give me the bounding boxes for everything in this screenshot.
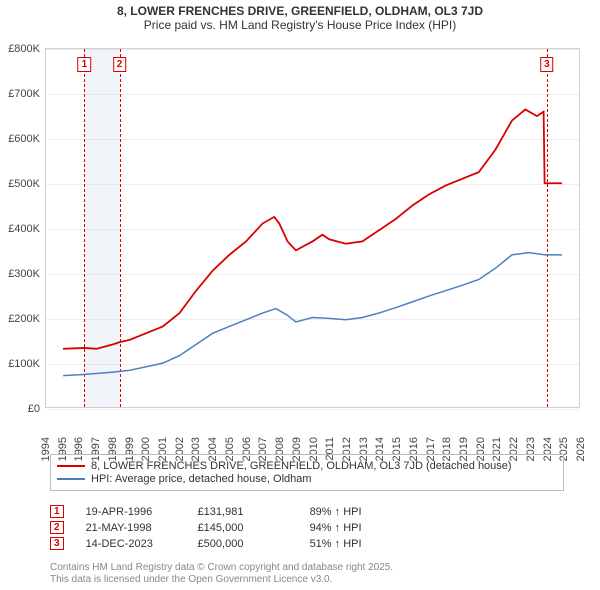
- legend-row-hpi: HPI: Average price, detached house, Oldh…: [57, 473, 557, 485]
- event-date: 19-APR-1996: [86, 506, 176, 518]
- event-pct: 51% ↑ HPI: [310, 538, 400, 550]
- title-line-2: Price paid vs. HM Land Registry's House …: [0, 18, 600, 32]
- chart-area: £0£100K£200K£300K£400K£500K£600K£700K£80…: [45, 48, 580, 408]
- footer-line-2: This data is licensed under the Open Gov…: [50, 574, 393, 586]
- series-line-property: [63, 109, 562, 348]
- title-line-1: 8, LOWER FRENCHES DRIVE, GREENFIELD, OLD…: [0, 4, 600, 18]
- x-axis-ticks: 1994199519961997199819992000200120022003…: [46, 407, 579, 449]
- chart-lines: [46, 49, 579, 407]
- y-tick-label: £800K: [0, 43, 40, 55]
- y-tick-label: £400K: [0, 223, 40, 235]
- legend-label-property: 8, LOWER FRENCHES DRIVE, GREENFIELD, OLD…: [91, 460, 512, 472]
- event-pct: 89% ↑ HPI: [310, 506, 400, 518]
- event-price: £145,000: [198, 522, 288, 534]
- event-number: 2: [50, 521, 64, 534]
- title-block: 8, LOWER FRENCHES DRIVE, GREENFIELD, OLD…: [0, 4, 600, 32]
- footer: Contains HM Land Registry data © Crown c…: [50, 562, 393, 586]
- legend-swatch-hpi: [57, 478, 85, 480]
- event-price: £500,000: [198, 538, 288, 550]
- legend: 8, LOWER FRENCHES DRIVE, GREENFIELD, OLD…: [50, 454, 564, 491]
- event-row: 3 14-DEC-2023 £500,000 51% ↑ HPI: [50, 537, 400, 550]
- x-tick-label: 2026: [575, 437, 587, 461]
- event-row: 1 19-APR-1996 £131,981 89% ↑ HPI: [50, 505, 400, 518]
- y-tick-label: £500K: [0, 178, 40, 190]
- y-tick-label: £300K: [0, 268, 40, 280]
- event-pct: 94% ↑ HPI: [310, 522, 400, 534]
- series-line-hpi: [63, 253, 562, 376]
- gridline: [46, 409, 579, 410]
- y-axis-ticks: £0£100K£200K£300K£400K£500K£600K£700K£80…: [1, 49, 43, 407]
- event-number: 3: [50, 537, 64, 550]
- sale-events-table: 1 19-APR-1996 £131,981 89% ↑ HPI 2 21-MAY-199…: [50, 502, 400, 553]
- event-price: £131,981: [198, 506, 288, 518]
- y-tick-label: £600K: [0, 133, 40, 145]
- footer-line-1: Contains HM Land Registry data © Crown c…: [50, 562, 393, 574]
- y-tick-label: £100K: [0, 358, 40, 370]
- legend-swatch-property: [57, 465, 85, 467]
- event-date: 14-DEC-2023: [86, 538, 176, 550]
- y-tick-label: £700K: [0, 88, 40, 100]
- chart-container: 8, LOWER FRENCHES DRIVE, GREENFIELD, OLD…: [0, 0, 600, 590]
- event-number: 1: [50, 505, 64, 518]
- plot-background: £0£100K£200K£300K£400K£500K£600K£700K£80…: [45, 48, 580, 408]
- legend-label-hpi: HPI: Average price, detached house, Oldh…: [91, 473, 312, 485]
- y-tick-label: £200K: [0, 313, 40, 325]
- legend-row-property: 8, LOWER FRENCHES DRIVE, GREENFIELD, OLD…: [57, 460, 557, 472]
- event-row: 2 21-MAY-1998 £145,000 94% ↑ HPI: [50, 521, 400, 534]
- y-tick-label: £0: [0, 403, 40, 415]
- event-date: 21-MAY-1998: [86, 522, 176, 534]
